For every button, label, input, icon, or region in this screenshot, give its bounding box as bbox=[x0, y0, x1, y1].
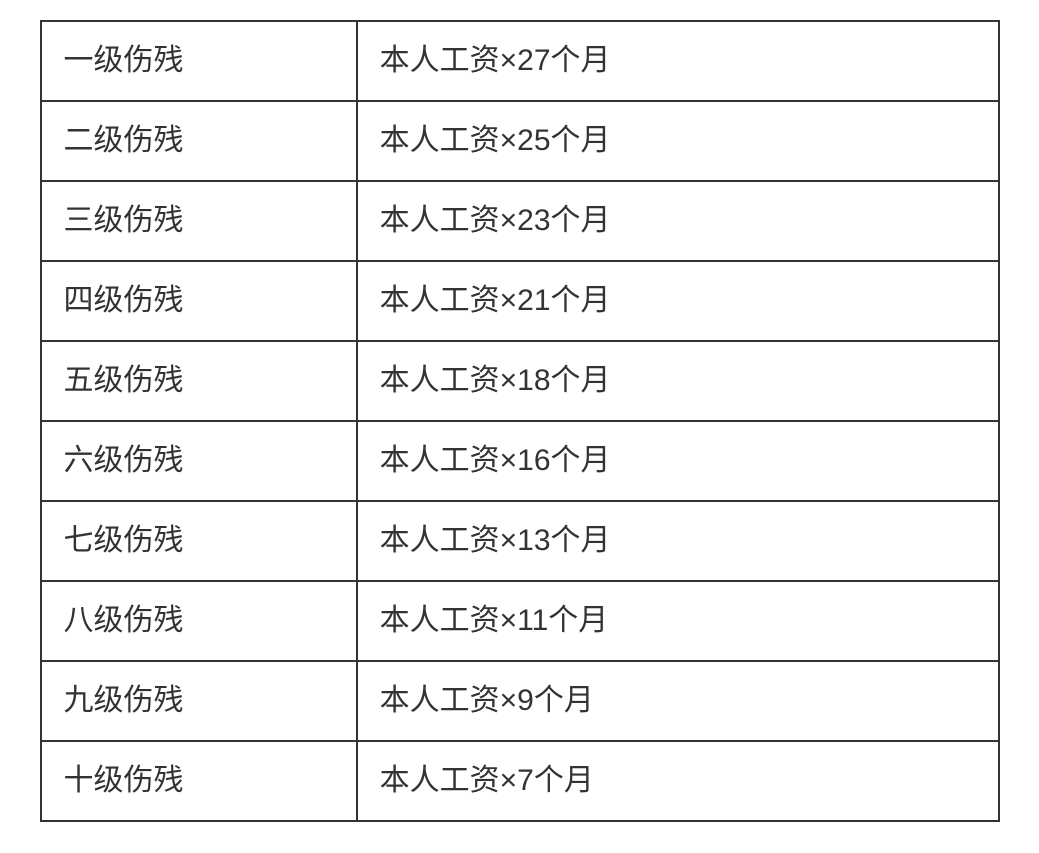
cell-formula: 本人工资×18个月 bbox=[357, 341, 999, 421]
cell-level: 一级伤残 bbox=[41, 21, 357, 101]
cell-level: 六级伤残 bbox=[41, 421, 357, 501]
cell-level: 十级伤残 bbox=[41, 741, 357, 821]
disability-compensation-table-container: 一级伤残 本人工资×27个月 二级伤残 本人工资×25个月 三级伤残 本人工资×… bbox=[40, 20, 1000, 822]
cell-formula: 本人工资×21个月 bbox=[357, 261, 999, 341]
cell-level: 四级伤残 bbox=[41, 261, 357, 341]
table-row: 十级伤残 本人工资×7个月 bbox=[41, 741, 999, 821]
table-row: 二级伤残 本人工资×25个月 bbox=[41, 101, 999, 181]
cell-level: 八级伤残 bbox=[41, 581, 357, 661]
cell-formula: 本人工资×11个月 bbox=[357, 581, 999, 661]
table-row: 四级伤残 本人工资×21个月 bbox=[41, 261, 999, 341]
disability-compensation-table: 一级伤残 本人工资×27个月 二级伤残 本人工资×25个月 三级伤残 本人工资×… bbox=[40, 20, 1000, 822]
table-row: 三级伤残 本人工资×23个月 bbox=[41, 181, 999, 261]
cell-formula: 本人工资×25个月 bbox=[357, 101, 999, 181]
cell-formula: 本人工资×27个月 bbox=[357, 21, 999, 101]
table-row: 一级伤残 本人工资×27个月 bbox=[41, 21, 999, 101]
cell-formula: 本人工资×9个月 bbox=[357, 661, 999, 741]
cell-level: 二级伤残 bbox=[41, 101, 357, 181]
cell-formula: 本人工资×13个月 bbox=[357, 501, 999, 581]
table-row: 八级伤残 本人工资×11个月 bbox=[41, 581, 999, 661]
table-row: 六级伤残 本人工资×16个月 bbox=[41, 421, 999, 501]
table-body: 一级伤残 本人工资×27个月 二级伤残 本人工资×25个月 三级伤残 本人工资×… bbox=[41, 21, 999, 821]
table-row: 七级伤残 本人工资×13个月 bbox=[41, 501, 999, 581]
table-row: 五级伤残 本人工资×18个月 bbox=[41, 341, 999, 421]
cell-level: 七级伤残 bbox=[41, 501, 357, 581]
table-row: 九级伤残 本人工资×9个月 bbox=[41, 661, 999, 741]
cell-formula: 本人工资×16个月 bbox=[357, 421, 999, 501]
cell-level: 九级伤残 bbox=[41, 661, 357, 741]
cell-formula: 本人工资×23个月 bbox=[357, 181, 999, 261]
cell-level: 三级伤残 bbox=[41, 181, 357, 261]
cell-formula: 本人工资×7个月 bbox=[357, 741, 999, 821]
cell-level: 五级伤残 bbox=[41, 341, 357, 421]
